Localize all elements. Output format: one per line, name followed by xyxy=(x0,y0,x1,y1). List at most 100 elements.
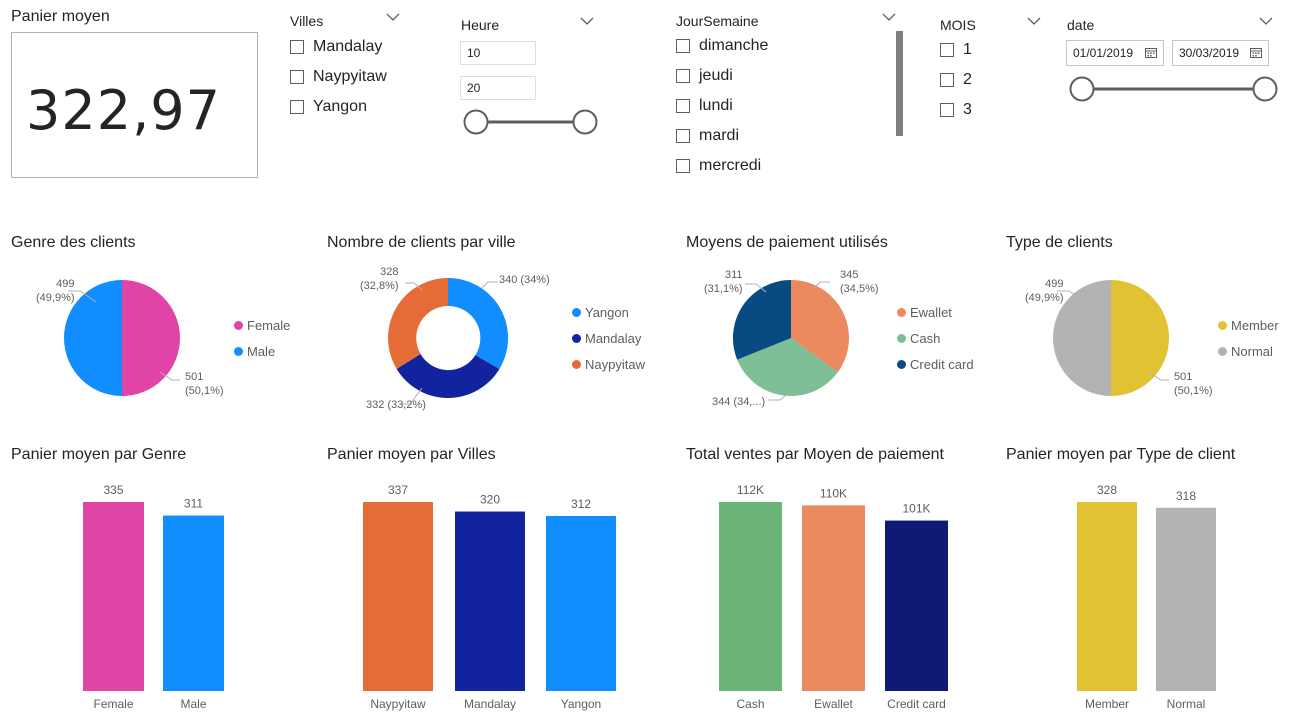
legend-item-normal[interactable]: Normal xyxy=(1218,344,1273,359)
chevron-down-icon[interactable] xyxy=(580,17,594,26)
kpi-value: 322,97 xyxy=(26,79,221,142)
legend-dot xyxy=(897,308,906,317)
checkbox[interactable] xyxy=(676,39,690,53)
jour-item-dimanche[interactable]: dimanche xyxy=(676,35,768,57)
legend-item-male[interactable]: Male xyxy=(234,344,275,359)
data-label: 320 xyxy=(480,493,500,507)
legend-dot xyxy=(897,360,906,369)
checkbox[interactable] xyxy=(676,159,690,173)
bar-chart-paiement[interactable]: 112K Cash 110K Ewallet 101K Credit card xyxy=(670,470,990,721)
pie-chart-paiement[interactable] xyxy=(690,260,990,410)
bar-female[interactable] xyxy=(83,502,144,691)
donut-slice-yangon xyxy=(448,278,509,369)
bar-yangon[interactable] xyxy=(546,516,616,691)
villes-item-yangon[interactable]: Yangon xyxy=(290,96,367,118)
legend-item-mandalay[interactable]: Mandalay xyxy=(572,331,641,346)
pie-label-yangon: 340 (34%) xyxy=(499,274,550,286)
checkbox[interactable] xyxy=(676,129,690,143)
legend-item-ewallet[interactable]: Ewallet xyxy=(897,305,952,320)
bar-chart-type[interactable]: 328 Member 318 Normal xyxy=(990,470,1289,721)
mois-item-1[interactable]: 1 xyxy=(940,39,972,61)
villes-slicer-title: Villes xyxy=(290,13,324,29)
jour-item-mercredi[interactable]: mercredi xyxy=(676,155,761,177)
pie-slice-normal xyxy=(1053,280,1111,396)
chart-title-genre: Genre des clients xyxy=(11,234,136,251)
bar-ewallet[interactable] xyxy=(802,505,865,691)
legend-item-naypyitaw[interactable]: Naypyitaw xyxy=(572,357,645,372)
category-label: Yangon xyxy=(561,697,601,711)
slider-handle-max xyxy=(572,109,598,135)
pie-chart-type[interactable] xyxy=(1000,260,1289,410)
kpi-card[interactable]: 322,97 xyxy=(11,32,258,178)
category-label: Member xyxy=(1085,697,1129,711)
slider-handle-min xyxy=(1069,76,1095,102)
checkbox[interactable] xyxy=(940,103,954,117)
legend-item-member[interactable]: Member xyxy=(1218,318,1279,333)
jour-item-mardi[interactable]: mardi xyxy=(676,125,739,147)
bar-chart-villes[interactable]: 337 Naypyitaw 320 Mandalay 312 Yangon xyxy=(320,470,670,721)
checkbox[interactable] xyxy=(940,73,954,87)
heure-min-input[interactable]: 10 xyxy=(460,41,536,65)
date-end-input[interactable]: 30/03/2019 xyxy=(1172,40,1269,66)
bar-normal[interactable] xyxy=(1156,507,1216,691)
bar-member[interactable] xyxy=(1077,502,1137,691)
villes-item-naypyitaw[interactable]: Naypyitaw xyxy=(290,66,387,88)
chevron-down-icon[interactable] xyxy=(1259,17,1273,26)
chart-title-ville: Nombre de clients par ville xyxy=(327,234,516,251)
chart-title-bar-genre: Panier moyen par Genre xyxy=(11,446,187,463)
slider-handle-min xyxy=(463,109,489,135)
bar-mandalay[interactable] xyxy=(455,511,525,691)
data-label: 312 xyxy=(571,497,591,511)
legend-item-credit-card[interactable]: Credit card xyxy=(897,357,974,372)
checkbox[interactable] xyxy=(940,43,954,57)
bar-credit-card[interactable] xyxy=(885,520,948,691)
legend-dot xyxy=(572,360,581,369)
legend-dot xyxy=(572,308,581,317)
bar-naypyitaw[interactable] xyxy=(363,502,433,691)
category-label: Female xyxy=(93,697,133,711)
donut-chart-ville[interactable] xyxy=(330,260,650,410)
chevron-down-icon[interactable] xyxy=(882,13,896,22)
data-label: 318 xyxy=(1176,489,1196,503)
bar-male[interactable] xyxy=(163,515,224,691)
mois-item-2[interactable]: 2 xyxy=(940,69,972,91)
leader-line xyxy=(1057,290,1086,303)
jour-item-jeudi[interactable]: jeudi xyxy=(676,65,733,87)
checkbox[interactable] xyxy=(676,99,690,113)
bar-chart-genre[interactable]: 335 Female 311 Male xyxy=(0,470,320,721)
mois-item-3[interactable]: 3 xyxy=(940,99,972,121)
leader-line xyxy=(159,371,180,381)
legend-dot xyxy=(1218,321,1227,330)
data-label: 337 xyxy=(388,483,408,497)
leader-line xyxy=(813,281,830,289)
jour-scrollbar[interactable] xyxy=(896,31,903,136)
category-label: Cash xyxy=(736,697,764,711)
pie-label-cash: 344 (34,...) xyxy=(712,396,766,408)
checkbox[interactable] xyxy=(290,40,304,54)
jour-item-lundi[interactable]: lundi xyxy=(676,95,733,117)
heure-range-slider[interactable] xyxy=(460,108,605,138)
checkbox[interactable] xyxy=(676,69,690,83)
checkbox[interactable] xyxy=(290,100,304,114)
bar-cash[interactable] xyxy=(719,502,782,691)
calendar-icon[interactable] xyxy=(1145,47,1157,58)
villes-item-mandalay[interactable]: Mandalay xyxy=(290,36,382,58)
date-range-slider[interactable] xyxy=(1066,75,1282,105)
legend-item-yangon[interactable]: Yangon xyxy=(572,305,629,320)
date-start-input[interactable]: 01/01/2019 xyxy=(1066,40,1164,66)
chevron-down-icon[interactable] xyxy=(386,13,400,22)
legend-item-female[interactable]: Female xyxy=(234,318,290,333)
mois-slicer-title: MOIS xyxy=(940,17,976,33)
pie-slice-credit-card xyxy=(732,280,791,360)
legend-item-cash[interactable]: Cash xyxy=(897,331,940,346)
pie-chart-genre[interactable] xyxy=(0,260,310,410)
checkbox[interactable] xyxy=(290,70,304,84)
legend-dot xyxy=(897,334,906,343)
legend-dot xyxy=(1218,347,1227,356)
pie-slice-male xyxy=(64,280,122,396)
leader-line xyxy=(768,394,787,401)
heure-max-input[interactable]: 20 xyxy=(460,76,536,100)
chevron-down-icon[interactable] xyxy=(1027,17,1041,26)
calendar-icon[interactable] xyxy=(1250,47,1262,58)
data-label: 335 xyxy=(103,483,123,497)
